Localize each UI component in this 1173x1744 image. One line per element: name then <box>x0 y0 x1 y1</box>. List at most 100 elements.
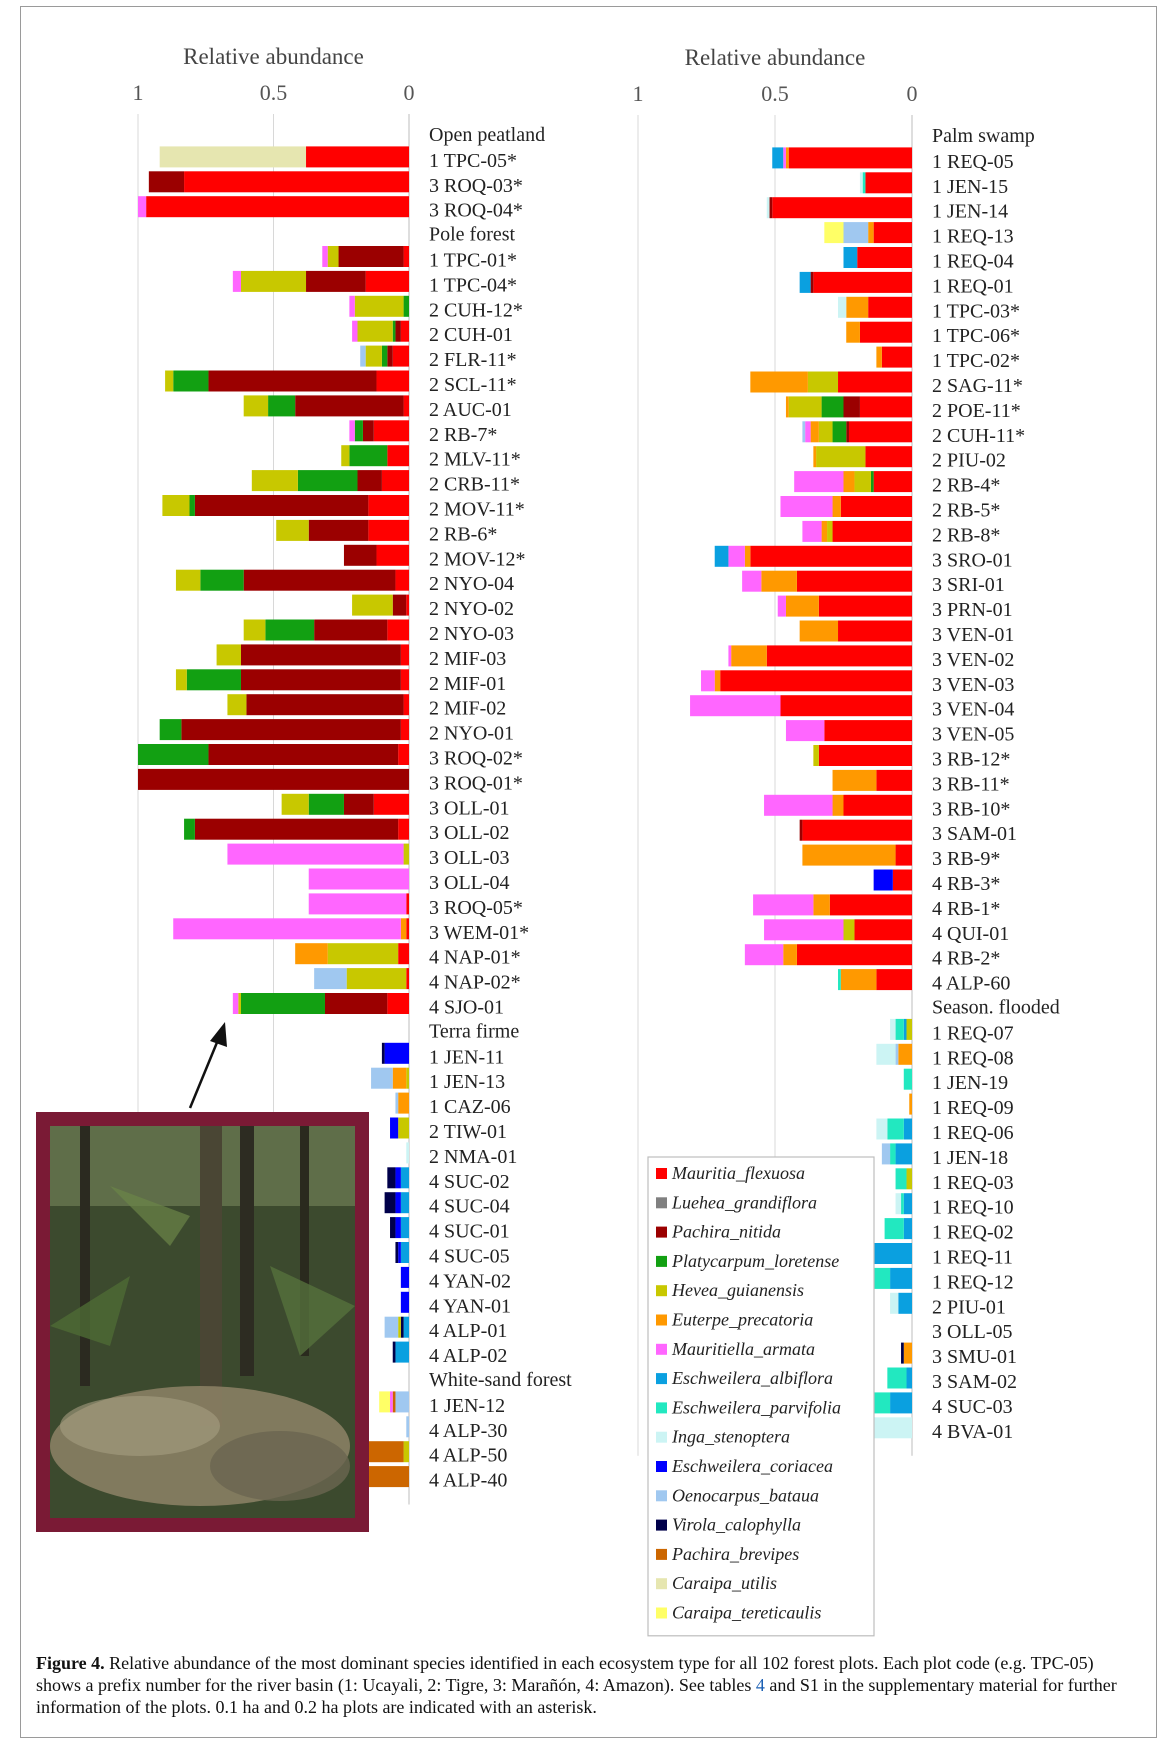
bar-segment <box>138 196 147 218</box>
bar-segment <box>857 247 912 268</box>
legend-entry: Eschweilera_albiflora <box>671 1368 833 1388</box>
plot-label: 2 CUH-11* <box>932 425 1025 447</box>
bar-segment <box>387 1167 396 1189</box>
bar-segment <box>895 1168 907 1190</box>
bar-segment <box>159 146 307 168</box>
bar-segment <box>843 471 855 493</box>
bar-segment <box>354 295 404 317</box>
bar-segment <box>400 1266 409 1288</box>
bar-segment <box>281 793 309 815</box>
bar-segment <box>354 420 363 442</box>
bar-segment <box>876 346 882 368</box>
bar-segment <box>785 720 825 742</box>
plot-label: 4 ALP-60 <box>932 973 1010 995</box>
plot-label: 2 MOV-12* <box>429 548 526 570</box>
bar-segment <box>357 470 382 492</box>
bar-segment <box>381 1042 385 1064</box>
bar-segment <box>146 196 409 218</box>
bar-segment <box>903 1118 912 1140</box>
plot-label: 2 AUC-01 <box>429 399 512 421</box>
bar-segment <box>162 495 190 516</box>
caption-label: Figure 4. <box>36 1653 105 1673</box>
bar-segment <box>903 1018 907 1040</box>
bar-segment <box>827 520 833 542</box>
plot-label: 4 ALP-40 <box>429 1470 507 1492</box>
bar-segment <box>690 695 781 717</box>
bar-segment <box>821 520 828 542</box>
bar-segment <box>906 1168 912 1190</box>
plot-label: 4 SJO-01 <box>429 997 504 1019</box>
bar-segment <box>868 296 912 318</box>
bar-segment <box>901 1342 904 1364</box>
plot-label: 1 TPC-05* <box>429 150 517 172</box>
bar-segment <box>901 1193 904 1215</box>
bar-segment <box>400 1291 409 1313</box>
bar-segment <box>903 1342 912 1364</box>
photo-arrow <box>188 1022 227 1109</box>
bar-segment <box>838 296 847 318</box>
bar-segment <box>246 694 404 716</box>
bar-segment <box>327 246 339 267</box>
legend-box <box>647 1156 875 1637</box>
legend-swatch <box>656 1402 667 1414</box>
plot-label: 1 REQ-11 <box>932 1247 1013 1269</box>
bar-segment <box>349 420 355 442</box>
bar-segment <box>854 919 912 941</box>
bar-segment <box>701 670 715 692</box>
bar-segment <box>846 296 869 318</box>
field-photo <box>36 1112 369 1532</box>
bar-segment <box>400 1316 404 1338</box>
bar-segment <box>381 345 388 367</box>
bar-segment <box>398 1316 401 1338</box>
group-label: Palm swamp <box>932 125 1035 147</box>
bar-segment <box>251 470 298 492</box>
bar-segment <box>876 1043 896 1065</box>
plot-label: 1 JEN-12 <box>429 1395 505 1417</box>
bar-segment <box>371 1067 393 1089</box>
plot-label: 3 PRN-01 <box>932 599 1013 621</box>
bar-segment <box>395 1391 409 1413</box>
group-label: Season. flooded <box>932 997 1060 1019</box>
bar-segment <box>175 669 187 691</box>
legend-entry: Virola_calophylla <box>672 1515 801 1535</box>
bar-segment <box>395 569 409 591</box>
bar-segment <box>379 1391 391 1413</box>
bar-segment <box>173 918 401 940</box>
bar-segment <box>400 669 409 691</box>
bar-segment <box>788 147 912 169</box>
plot-label: 2 MIF-02 <box>429 698 506 720</box>
bar-segment <box>884 1218 904 1240</box>
bar-segment <box>400 1167 409 1189</box>
legend-swatch <box>656 1343 667 1355</box>
bar-segment <box>406 594 409 616</box>
caption-table-link[interactable]: 4 <box>755 1675 765 1695</box>
bar-segment <box>769 197 773 219</box>
bar-segment <box>227 843 404 865</box>
bar-segment <box>392 1341 396 1363</box>
legend-swatch <box>656 1314 667 1326</box>
bar-segment <box>406 1416 409 1438</box>
bar-segment <box>349 445 388 467</box>
bar-segment <box>243 619 266 641</box>
bar-segment <box>799 819 803 841</box>
bar-segment <box>360 345 366 367</box>
plot-label: 1 TPC-03* <box>932 300 1020 322</box>
bar-segment <box>165 370 174 392</box>
bar-segment <box>365 270 409 292</box>
bar-segment <box>744 944 784 966</box>
bar-segment <box>395 1167 401 1189</box>
bar-segment <box>398 943 409 965</box>
legend-swatch <box>656 1578 667 1590</box>
bar-segment <box>349 295 355 317</box>
bar-segment <box>785 595 819 617</box>
bar-segment <box>832 794 844 816</box>
bar-segment <box>890 1267 912 1289</box>
bar-segment <box>376 544 409 566</box>
bar-segment <box>873 1392 891 1414</box>
bar-segment <box>392 345 409 367</box>
legend-entry: Inga_stenoptera <box>671 1427 790 1447</box>
bar-segment <box>780 695 912 717</box>
bar-segment <box>868 1243 912 1264</box>
bar-segment <box>208 370 377 392</box>
bar-segment <box>373 793 409 815</box>
